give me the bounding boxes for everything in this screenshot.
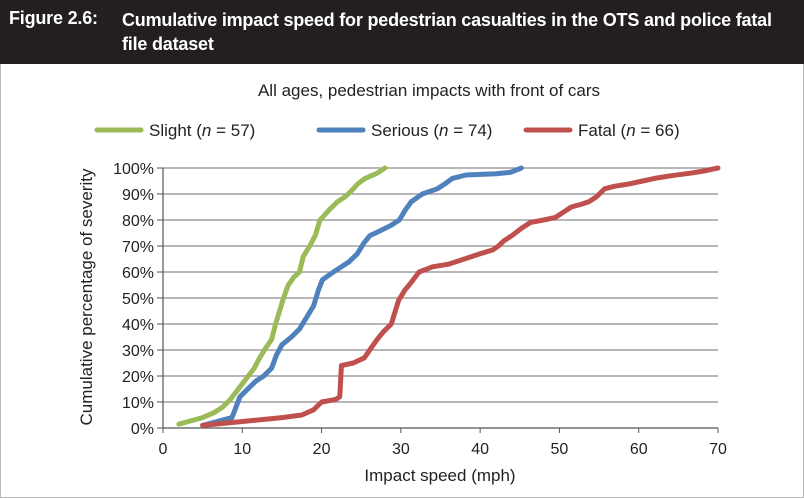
y-tick-label: 50% bbox=[122, 291, 154, 308]
y-tick-label: 100% bbox=[113, 161, 154, 178]
series-lines bbox=[176, 165, 721, 428]
legend-label-serious: Serious (n = 74) bbox=[371, 121, 492, 140]
x-axis-label: Impact speed (mph) bbox=[364, 466, 515, 485]
y-axis-label: Cumulative percentage of severity bbox=[77, 168, 96, 426]
x-tick-label: 60 bbox=[630, 441, 648, 458]
x-tick-label: 30 bbox=[392, 441, 410, 458]
y-tick-label: 20% bbox=[122, 369, 154, 386]
y-tick-label: 10% bbox=[122, 395, 154, 412]
figure-label: Figure 2.6: bbox=[9, 8, 98, 28]
y-tick-label: 30% bbox=[122, 343, 154, 360]
legend: Slight (n = 57) Serious (n = 74) Fatal (n … bbox=[94, 121, 680, 140]
y-tick-label: 40% bbox=[122, 317, 154, 334]
series-line-slight bbox=[176, 165, 388, 427]
series-line-fatal bbox=[200, 165, 721, 428]
chart-title: All ages, pedestrian impacts with front … bbox=[258, 81, 600, 100]
y-tick-label: 0% bbox=[131, 421, 154, 438]
x-tick-label: 0 bbox=[159, 441, 168, 458]
x-tick-label: 50 bbox=[551, 441, 569, 458]
y-tick-label: 90% bbox=[122, 187, 154, 204]
cumulative-speed-chart: All ages, pedestrian impacts with front … bbox=[77, 81, 727, 485]
x-tick-label: 20 bbox=[313, 441, 331, 458]
series-line-serious bbox=[200, 165, 524, 428]
x-tick-label: 10 bbox=[233, 441, 251, 458]
chart-frame: All ages, pedestrian impacts with front … bbox=[0, 64, 804, 498]
axes: 0% 10% 20% 30% 40% 50% 60% 70% 80% 90% 100% 0 10 20 30… bbox=[113, 161, 727, 458]
legend-label-slight: Slight (n = 57) bbox=[149, 121, 255, 140]
x-tick-label: 40 bbox=[471, 441, 489, 458]
grid-lines bbox=[163, 167, 718, 403]
y-tick-label: 80% bbox=[122, 213, 154, 230]
legend-label-fatal: Fatal (n = 66) bbox=[578, 121, 680, 140]
x-tick-label: 70 bbox=[709, 441, 727, 458]
y-tick-label: 60% bbox=[122, 265, 154, 282]
figure-header: Figure 2.6: Cumulative impact speed for … bbox=[0, 0, 804, 64]
y-tick-label: 70% bbox=[122, 239, 154, 256]
figure-title: Cumulative impact speed for pedestrian c… bbox=[122, 10, 772, 54]
